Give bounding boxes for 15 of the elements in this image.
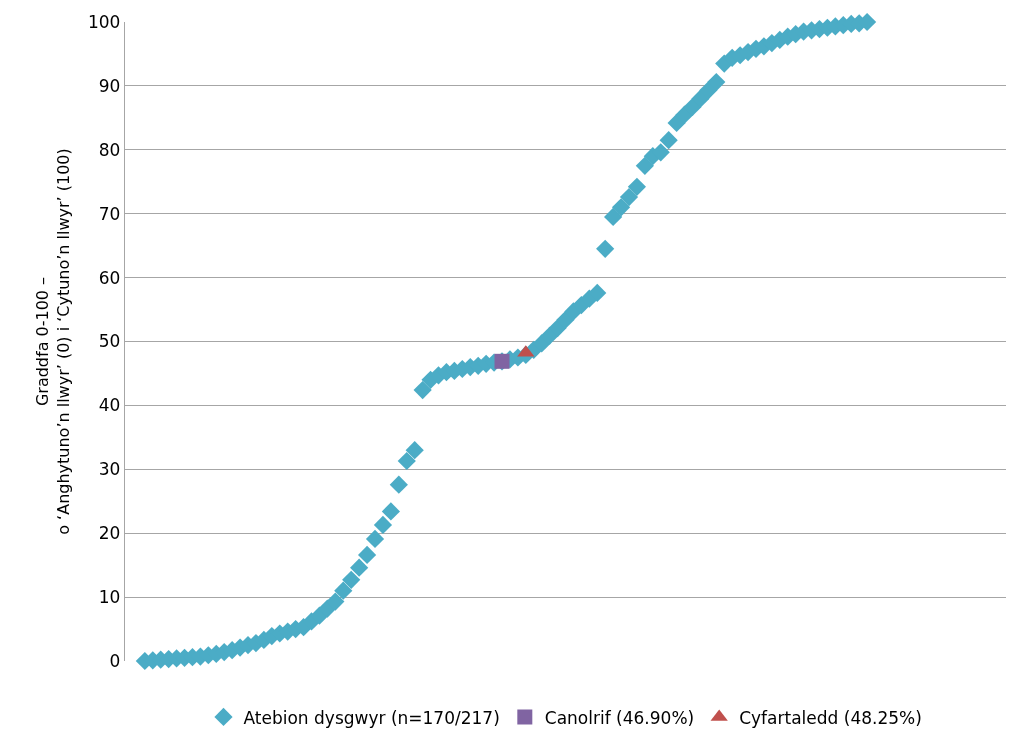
legend-label: Canolrif (46.90%)	[544, 707, 695, 728]
y-tick-label: 90	[98, 75, 121, 96]
y-axis-title: Graddfa 0-100 – o ‘Anghytuno’n llwyr’ (0) i ‘Cytuno’n llwyr’ (100)	[33, 148, 73, 535]
y-tick-label: 60	[98, 267, 121, 288]
y-tick-label: 30	[98, 459, 121, 480]
y-tick-label: 20	[98, 523, 121, 544]
y-tick-label: 70	[98, 203, 121, 224]
legend-label: Cyfartaledd (48.25%)	[739, 707, 922, 728]
y-tick-label: 40	[98, 395, 121, 416]
y-tick-label: 100	[88, 11, 121, 32]
y-tick-label: 10	[98, 587, 121, 608]
y-tick-label: 80	[98, 139, 121, 160]
legend-label: Atebion dysgwyr (n=170/217)	[243, 707, 500, 728]
y-tick-label: 50	[98, 331, 121, 352]
y-tick-label: 0	[109, 650, 121, 671]
